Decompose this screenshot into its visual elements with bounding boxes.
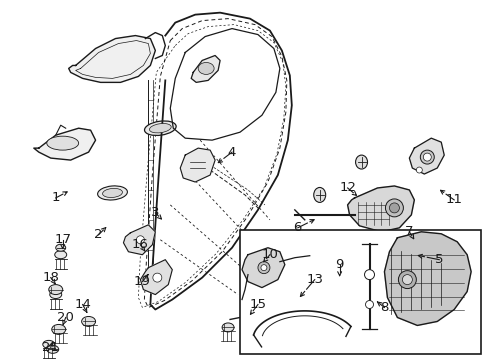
Ellipse shape xyxy=(198,62,214,75)
Ellipse shape xyxy=(136,236,145,244)
Ellipse shape xyxy=(47,136,78,150)
Ellipse shape xyxy=(420,150,434,164)
Text: 5: 5 xyxy=(435,253,443,266)
Polygon shape xyxy=(180,148,215,182)
Text: 1: 1 xyxy=(51,192,60,204)
Polygon shape xyxy=(347,186,415,232)
Polygon shape xyxy=(123,225,155,255)
Ellipse shape xyxy=(43,340,55,348)
Ellipse shape xyxy=(261,265,267,271)
Polygon shape xyxy=(409,138,444,174)
Ellipse shape xyxy=(365,270,374,280)
Text: 12: 12 xyxy=(339,181,356,194)
Text: 9: 9 xyxy=(336,258,344,271)
Text: 7: 7 xyxy=(405,225,414,238)
Ellipse shape xyxy=(50,291,62,298)
Bar xyxy=(240,230,481,354)
Text: 10: 10 xyxy=(262,248,278,261)
Text: 16: 16 xyxy=(132,238,149,251)
Text: 2: 2 xyxy=(94,228,103,241)
Text: 6: 6 xyxy=(294,221,302,234)
Text: 11: 11 xyxy=(446,193,463,206)
Text: 19: 19 xyxy=(134,275,151,288)
Text: 3: 3 xyxy=(151,206,160,219)
Text: 18: 18 xyxy=(42,271,59,284)
Text: 8: 8 xyxy=(380,301,389,314)
Ellipse shape xyxy=(390,203,399,213)
Ellipse shape xyxy=(145,121,176,135)
Ellipse shape xyxy=(402,275,413,285)
Ellipse shape xyxy=(314,188,326,202)
Ellipse shape xyxy=(82,316,96,327)
Polygon shape xyxy=(34,128,96,160)
Text: 13: 13 xyxy=(306,273,323,286)
Text: 17: 17 xyxy=(54,233,71,246)
Ellipse shape xyxy=(222,323,234,332)
Text: 20: 20 xyxy=(57,311,74,324)
Polygon shape xyxy=(141,260,172,294)
Ellipse shape xyxy=(98,186,127,200)
Polygon shape xyxy=(385,232,471,325)
Ellipse shape xyxy=(258,262,270,274)
Polygon shape xyxy=(242,248,285,288)
Ellipse shape xyxy=(56,244,66,251)
Ellipse shape xyxy=(366,301,373,309)
Ellipse shape xyxy=(416,167,422,173)
Ellipse shape xyxy=(49,285,63,294)
Polygon shape xyxy=(191,55,220,82)
Ellipse shape xyxy=(52,324,66,334)
Text: 21: 21 xyxy=(42,341,59,354)
Ellipse shape xyxy=(153,273,162,282)
Text: 4: 4 xyxy=(228,145,236,159)
Ellipse shape xyxy=(102,188,122,198)
Text: 15: 15 xyxy=(249,298,267,311)
Text: 14: 14 xyxy=(74,298,91,311)
Ellipse shape xyxy=(47,345,59,353)
Ellipse shape xyxy=(386,199,403,217)
Ellipse shape xyxy=(266,306,278,318)
Ellipse shape xyxy=(55,251,67,259)
Polygon shape xyxy=(248,294,300,329)
Polygon shape xyxy=(69,36,155,82)
Ellipse shape xyxy=(356,155,368,169)
Ellipse shape xyxy=(423,153,431,161)
Ellipse shape xyxy=(398,271,416,289)
Ellipse shape xyxy=(149,123,171,133)
